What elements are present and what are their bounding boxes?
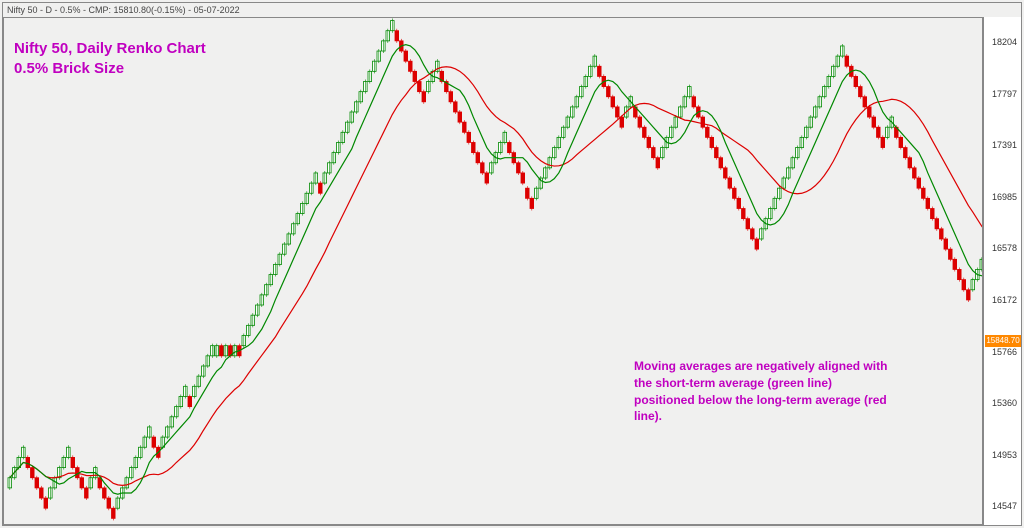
y-tick: 15360 [992, 398, 1017, 408]
plot-area: Nifty 50, Daily Renko Chart 0.5% Brick S… [3, 17, 983, 525]
y-tick: 14547 [992, 501, 1017, 511]
y-tick: 17391 [992, 140, 1017, 150]
y-tick: 17797 [992, 89, 1017, 99]
renko-chart-svg [4, 18, 982, 524]
ticker-header: Nifty 50 - D - 0.5% - CMP: 15810.80(-0.1… [3, 3, 1021, 17]
y-tick: 16578 [992, 243, 1017, 253]
y-tick: 15766 [992, 347, 1017, 357]
annotation-text: Moving averages are negatively aligned w… [634, 358, 894, 425]
chart-container: Nifty 50 - D - 0.5% - CMP: 15810.80(-0.1… [2, 2, 1022, 526]
y-tick: 18204 [992, 37, 1017, 47]
chart-title: Nifty 50, Daily Renko Chart [14, 40, 206, 57]
chart-subtitle: 0.5% Brick Size [14, 60, 124, 77]
y-tick: 14953 [992, 450, 1017, 460]
y-tick: 16172 [992, 295, 1017, 305]
y-tick: 16985 [992, 192, 1017, 202]
current-price-tag: 15848.70 [985, 335, 1021, 347]
y-axis: 14547 14953 15360 15766 16172 16578 16985 17391… [983, 17, 1021, 525]
